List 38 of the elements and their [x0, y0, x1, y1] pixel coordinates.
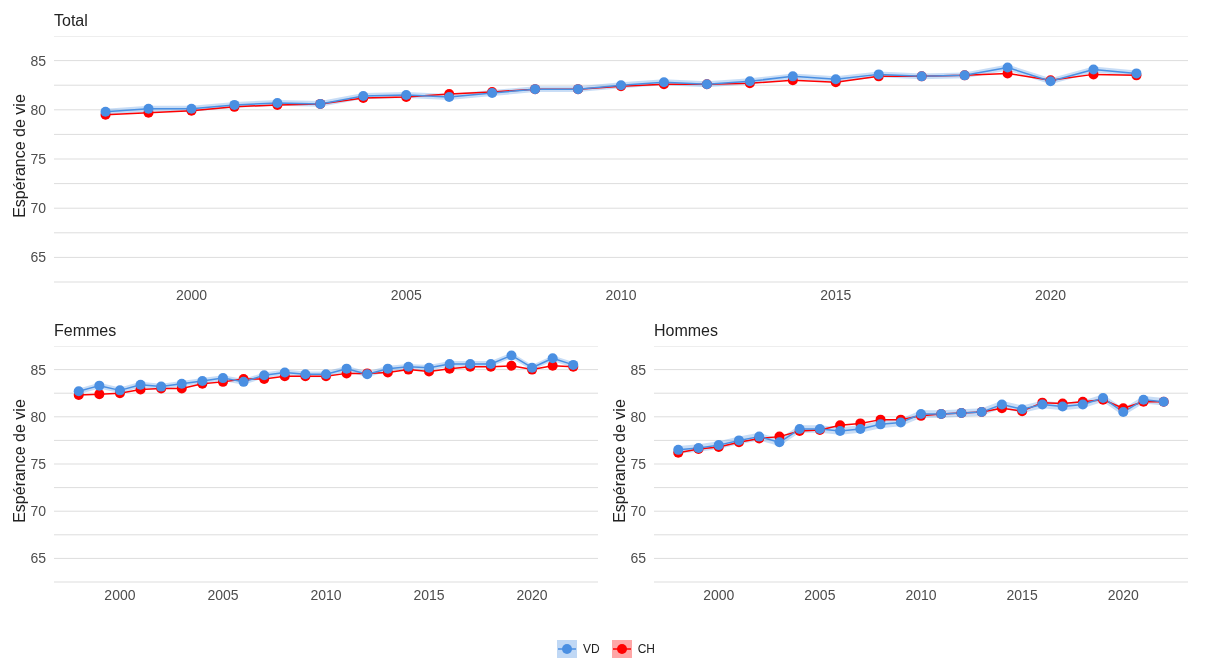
x-tick-label: 2005: [390, 286, 423, 303]
y-tick-label: 65: [30, 249, 47, 266]
legend-label: CH: [637, 642, 655, 656]
y-tick-label: 75: [30, 455, 47, 472]
x-tick-label: 2000: [703, 586, 735, 603]
y-tick-label: 70: [30, 503, 47, 520]
x-tick-label: 2005: [207, 586, 239, 603]
y-tick-label: 70: [30, 200, 47, 217]
y-axis-title: Espérance de vie: [611, 399, 629, 523]
x-tick-label: 2015: [820, 286, 852, 303]
y-tick-label: 75: [30, 150, 47, 167]
legend-label: VD: [582, 642, 600, 656]
y-tick-label: 65: [30, 550, 47, 567]
x-tick-label: 2000: [104, 586, 136, 603]
x-tick-label: 2020: [516, 586, 548, 603]
x-tick-label: 2015: [1006, 586, 1038, 603]
y-tick-label: 70: [630, 503, 647, 520]
y-axis-title: Espérance de vie: [11, 94, 29, 218]
x-tick-label: 2010: [905, 586, 937, 603]
y-tick-label: 80: [630, 408, 647, 425]
x-tick-label: 2005: [804, 586, 836, 603]
y-tick-label: 85: [30, 52, 47, 69]
y-tick-label: 80: [30, 408, 47, 425]
chart-title: Hommes: [654, 322, 719, 340]
x-tick-label: 2010: [605, 286, 637, 303]
x-tick-label: 2015: [413, 586, 445, 603]
y-tick-label: 65: [630, 550, 647, 567]
x-tick-label: 2020: [1034, 286, 1067, 303]
x-tick-label: 2000: [175, 286, 208, 303]
y-tick-label: 85: [630, 361, 647, 378]
chart-title: Total: [54, 12, 88, 30]
x-tick-label: 2010: [310, 586, 342, 603]
x-tick-label: 2020: [1107, 586, 1140, 603]
y-tick-label: 85: [30, 361, 47, 378]
y-tick-label: 75: [630, 455, 647, 472]
y-axis-title: Espérance de vie: [11, 399, 29, 523]
y-tick-label: 80: [30, 101, 47, 118]
chart-title: Femmes: [54, 322, 117, 340]
